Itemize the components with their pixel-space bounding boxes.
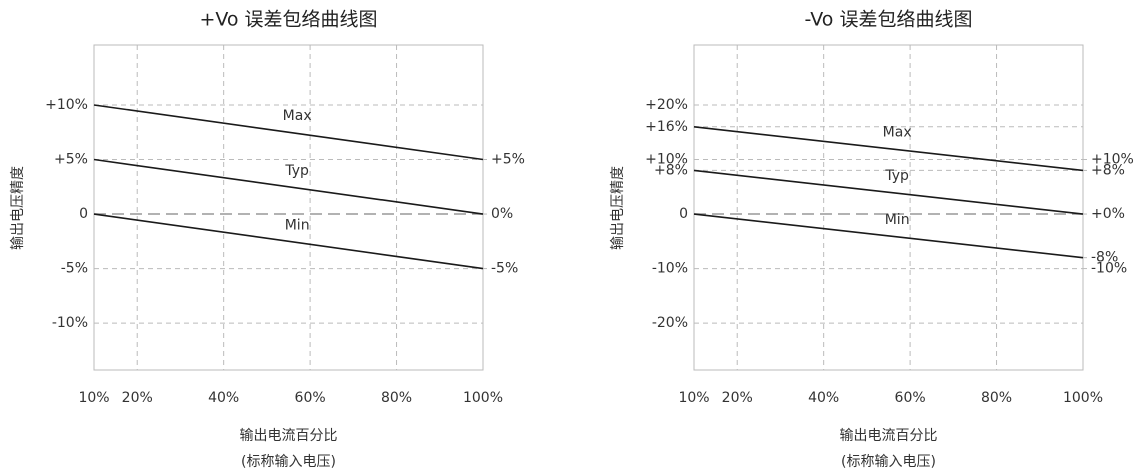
y2-tick-label: +10% bbox=[1091, 152, 1134, 168]
x-tick-label: 80% bbox=[981, 390, 1012, 406]
series-line bbox=[93, 213, 484, 270]
x-tick-label: 100% bbox=[463, 390, 503, 406]
y-axis-label: 输出电压精度 bbox=[10, 166, 26, 250]
y-tick-label: +5% bbox=[54, 152, 88, 168]
chart-title: +Vo 误差包络曲线图 bbox=[199, 9, 377, 31]
series-line bbox=[693, 169, 1084, 215]
series-line bbox=[693, 213, 1084, 259]
y2-tick-label: -10% bbox=[1091, 261, 1127, 277]
x-tick-label: 60% bbox=[895, 390, 926, 406]
y-tick-label: -10% bbox=[652, 261, 688, 277]
y-tick-label: 0 bbox=[79, 206, 88, 222]
y-tick-label: +16% bbox=[645, 119, 688, 135]
series-label: Typ bbox=[884, 168, 909, 184]
y2-tick-label: -8% bbox=[1091, 250, 1118, 266]
y-tick-label: -10% bbox=[52, 315, 88, 331]
x-tick-label: 20% bbox=[722, 390, 753, 406]
y-tick-label: +10% bbox=[645, 152, 688, 168]
x-tick-label: 40% bbox=[808, 390, 839, 406]
x-tick-label: 40% bbox=[208, 390, 239, 406]
x-axis-label: 输出电流百分比 bbox=[240, 428, 338, 444]
x-tick-label: 20% bbox=[122, 390, 153, 406]
x-axis-label: (标称输入电压) bbox=[241, 454, 336, 470]
x-axis-label: (标称输入电压) bbox=[841, 454, 936, 470]
y2-tick-label: 0% bbox=[491, 206, 513, 222]
series-label: Max bbox=[283, 108, 312, 124]
y2-tick-label: +0% bbox=[1091, 206, 1125, 222]
plot-frame bbox=[693, 44, 1084, 371]
y2-tick-label: +8% bbox=[1091, 162, 1125, 178]
x-tick-label: 100% bbox=[1063, 390, 1103, 406]
x-tick-label: 10% bbox=[678, 390, 709, 406]
series-line bbox=[93, 104, 484, 161]
y-tick-label: -20% bbox=[652, 315, 688, 331]
series-label: Typ bbox=[284, 163, 309, 179]
series-line bbox=[693, 126, 1084, 172]
chart-title: -Vo 误差包络曲线图 bbox=[805, 9, 973, 31]
x-tick-label: 60% bbox=[295, 390, 326, 406]
y-tick-label: -5% bbox=[61, 261, 88, 277]
series-label: Min bbox=[885, 212, 910, 228]
y-axis-label: 输出电压精度 bbox=[610, 166, 626, 250]
series-line bbox=[93, 158, 484, 215]
x-axis-label: 输出电流百分比 bbox=[840, 428, 938, 444]
y-tick-label: 0 bbox=[679, 206, 688, 222]
plot-frame bbox=[93, 44, 484, 371]
y-tick-label: +10% bbox=[45, 97, 88, 113]
y2-tick-label: -5% bbox=[491, 261, 518, 277]
y-tick-label: +8% bbox=[654, 162, 688, 178]
x-tick-label: 10% bbox=[78, 390, 109, 406]
x-tick-label: 80% bbox=[381, 390, 412, 406]
series-label: Min bbox=[285, 217, 310, 233]
y-tick-label: +20% bbox=[645, 97, 688, 113]
series-label: Max bbox=[883, 125, 912, 141]
y2-tick-label: +5% bbox=[491, 152, 525, 168]
